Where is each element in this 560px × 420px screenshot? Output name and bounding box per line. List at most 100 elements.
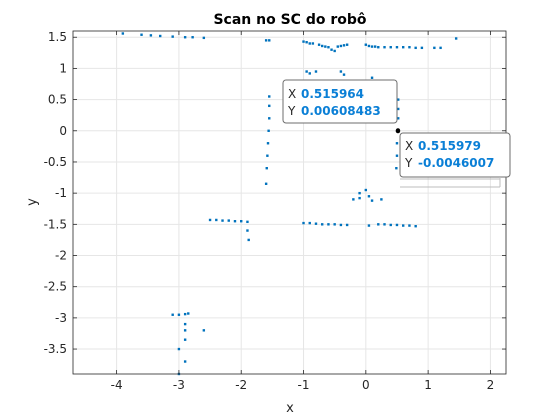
datatip-1[interactable]: X 0.515964 Y 0.00608483 — [282, 79, 398, 128]
scan-point — [342, 44, 346, 47]
scan-point — [264, 39, 268, 42]
scan-point — [370, 76, 374, 79]
datatip-1-y-key: Y — [287, 104, 296, 118]
scan-point — [408, 46, 411, 49]
datatip-marker[interactable] — [395, 128, 401, 134]
scan-point — [202, 329, 206, 332]
scan-point — [268, 104, 271, 108]
scan-point — [367, 44, 371, 48]
scan-point — [246, 220, 249, 224]
scan-point — [397, 98, 400, 101]
scan-point — [324, 45, 327, 48]
scan-point — [414, 224, 417, 228]
x-tick-label: 1 — [424, 378, 432, 392]
scan-point — [377, 46, 380, 49]
scan-point — [454, 37, 458, 40]
scan-point — [333, 49, 336, 53]
scan-point — [317, 43, 321, 46]
scan-point — [215, 218, 218, 222]
y-tick-label: -1.5 — [44, 217, 67, 231]
scan-point — [342, 73, 346, 76]
y-tick-label: -3 — [55, 311, 67, 325]
scan-point — [367, 195, 371, 198]
y-tick-label: 0 — [59, 124, 67, 138]
scan-point — [140, 33, 143, 36]
datatip-2-x-value: 0.515979 — [418, 139, 481, 153]
x-tick-label: -1 — [298, 378, 310, 392]
scan-point — [183, 338, 187, 341]
datatip-1-y-value: 0.00608483 — [301, 104, 381, 118]
y-tick-label: -2 — [55, 249, 67, 263]
scan-point — [370, 199, 374, 202]
scan-point — [314, 70, 318, 73]
scan-point — [183, 322, 187, 326]
scan-point — [121, 32, 125, 35]
scan-point — [267, 129, 270, 132]
scan-point — [149, 34, 153, 37]
scan-point — [321, 44, 324, 48]
scan-point — [305, 41, 308, 44]
scan-point — [266, 142, 270, 145]
scan-point — [183, 36, 187, 39]
y-ticks: 1.5 1 0.5 0 -0.5 -1 -1.5 -2 -2.5 -3 -3.5 — [44, 30, 506, 356]
scan-point — [233, 220, 237, 223]
scan-point — [187, 312, 190, 315]
chart-title: Scan no SC do robô — [213, 12, 366, 28]
datatip-1-x-value: 0.515964 — [301, 87, 364, 101]
x-tick-label: -4 — [111, 378, 123, 392]
scan-point — [314, 222, 318, 225]
x-ticks: -4 -3 -2 -1 0 1 2 — [111, 31, 495, 392]
scan-point — [364, 43, 368, 46]
scan-point — [183, 312, 187, 316]
scan-point — [377, 223, 380, 226]
plot-area-border — [72, 30, 507, 375]
x-tick-label: 0 — [362, 378, 370, 392]
y-tick-label: -1 — [55, 186, 67, 200]
scan-point — [247, 238, 250, 242]
scan-point — [159, 34, 162, 38]
scan-point — [397, 107, 400, 111]
scan-point — [240, 220, 243, 223]
datatip-1-x-key: X — [288, 87, 296, 101]
scan-point — [383, 46, 386, 49]
scan-point — [395, 46, 399, 49]
y-tick-label: 0.5 — [48, 93, 67, 107]
scan-point — [305, 70, 308, 73]
scan-point — [339, 44, 343, 48]
y-tick-label: -2.5 — [44, 280, 67, 294]
x-tick-label: 2 — [487, 378, 495, 392]
y-tick-label: -0.5 — [44, 155, 67, 169]
scan-point — [358, 191, 361, 195]
scan-point — [246, 229, 249, 232]
datatip-2[interactable]: X 0.515979 Y -0.0046007 — [399, 132, 511, 188]
scan-points — [121, 32, 458, 376]
scan-point — [221, 219, 224, 222]
scan-point — [358, 196, 361, 200]
y-tick-label: 1 — [59, 61, 67, 75]
scan-point — [330, 48, 333, 51]
scan-point — [336, 45, 339, 48]
scan-point — [268, 39, 271, 42]
scan-point — [439, 46, 442, 50]
scan-point — [311, 42, 315, 45]
scan-point — [389, 223, 392, 227]
scan-point — [352, 198, 355, 201]
scan-point — [183, 329, 187, 332]
y-tick-label: -3.5 — [44, 342, 67, 356]
scan-point — [345, 223, 349, 227]
scan-point — [308, 72, 311, 75]
scan-point — [339, 223, 343, 227]
scan-point — [171, 313, 174, 316]
scan-point — [268, 95, 271, 98]
scan-point — [364, 188, 368, 192]
scan-point — [367, 224, 371, 227]
scan-point — [266, 154, 269, 157]
datatip-2-y-value: -0.0046007 — [418, 156, 494, 170]
scan-point — [345, 43, 349, 46]
scan-point — [395, 142, 399, 145]
scan-point — [408, 224, 411, 227]
scan-point — [177, 313, 181, 316]
scan-point — [383, 223, 386, 226]
scan-point — [414, 46, 417, 50]
